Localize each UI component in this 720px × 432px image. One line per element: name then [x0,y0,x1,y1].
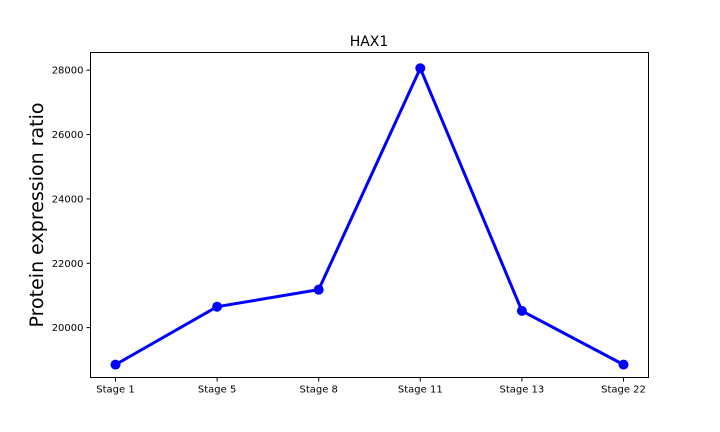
axis-ticks: Stage 1 Stage 5 Stage 8 Stage 11 Stage 13 Sta… [52,66,646,396]
data-point [516,305,527,316]
x-tick-label: Stage 8 [299,385,337,396]
x-tick-label: Stage 5 [198,385,236,396]
x-tick-label: Stage 11 [398,385,443,396]
series-line [114,66,625,367]
data-point [110,359,121,370]
x-tick-label: Stage 13 [499,385,544,396]
plot-frame [90,52,649,378]
data-point [313,284,324,295]
series-layer [110,63,629,370]
data-point [212,301,223,312]
y-tick-label: 26000 [52,130,84,141]
data-point [618,359,629,370]
y-tick-label: 24000 [52,194,84,205]
chart-title: HAX1 [350,34,389,50]
x-tick-label: Stage 22 [601,385,646,396]
data-point [415,63,426,74]
y-tick-label: 28000 [52,66,84,77]
y-axis-label: Protein expression ratio [26,103,48,328]
y-tick-label: 22000 [52,259,84,270]
x-tick-label: Stage 1 [96,385,134,396]
y-tick-label: 20000 [52,323,84,334]
